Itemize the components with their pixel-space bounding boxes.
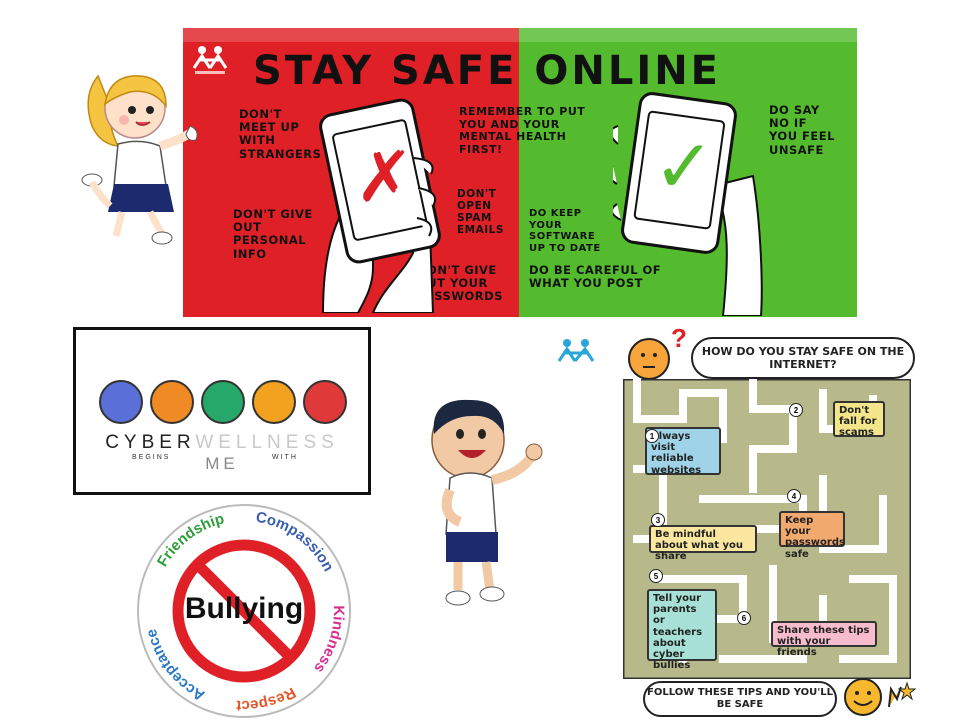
no-bullying-badge: Friendship Compassion Kindness Respect A…: [135, 502, 353, 720]
school-logo-icon: [557, 339, 595, 362]
maze-tip-2-number: 2: [789, 403, 803, 417]
cyber-wellness-title: CYBERWELLNESS: [105, 432, 339, 453]
maze-tip-6-number: 6: [737, 611, 751, 625]
girl-cartoon-illustration: [81, 74, 198, 245]
stay-safe-online-poster: STAY SAFE ONLINE DON'T MEET UP WITH STRA…: [183, 28, 857, 317]
maze-tip-5-number: 5: [649, 569, 663, 583]
maze-tip-4-number: 4: [787, 489, 801, 503]
maze-question-bubble: HOW DO YOU STAY SAFE ON THE INTERNET?: [691, 337, 915, 379]
maze-tip-6: Share these tips with your friends: [771, 621, 877, 658]
cw-me: ME: [205, 454, 239, 473]
maze-tip-3-number: 3: [651, 513, 665, 527]
school-logo-icon: [192, 46, 228, 74]
cyber-wellness-banner: CYBERWELLNESS BEGINS ME WITH: [73, 327, 371, 495]
cw-with: WITH: [272, 454, 298, 461]
cw-circle-2: [150, 380, 194, 424]
phone-cross-illustration: [319, 98, 441, 313]
maze-tip-4: Keep your passwords safe: [779, 511, 845, 560]
tip-say-no-if-unsafe: DO SAY NO IF YOU FEEL UNSAFE: [769, 103, 835, 157]
cw-circle-5: [303, 380, 347, 424]
bullying-word: Bullying: [184, 592, 304, 625]
tip-dont-meet-strangers: DON'T MEET UP WITH STRANGERS: [239, 107, 322, 161]
smiley-face-icon: [844, 678, 917, 716]
maze-tip-1-number: 1: [645, 429, 659, 443]
boy-cartoon-illustration: [431, 399, 543, 606]
maze-tip-2: Don't fall for scams: [833, 401, 885, 438]
maze-footer-bubble: FOLLOW THESE TIPS AND YOU'LL BE SAFE: [643, 681, 837, 717]
cw-circle-4: [252, 380, 296, 424]
bullying-badge-graphic: Friendship Compassion Kindness Respect A…: [137, 504, 351, 718]
cw-circle-3: [201, 380, 245, 424]
check-mark-icon: ✓: [653, 124, 716, 210]
maze-tip-5: Tell your parents or teachers about cybe…: [647, 589, 717, 671]
tip-keep-software-updated: DO KEEP YOUR SOFTWARE UP TO DATE: [529, 208, 601, 254]
tip-dont-give-passwords: DON'T GIVE OUT YOUR PASSWORDS: [417, 263, 503, 304]
question-mark-icon: ?: [671, 323, 687, 353]
poster-title: STAY SAFE ONLINE: [253, 48, 721, 94]
tip-mental-health-first: REMEMBER TO PUT YOU AND YOUR MENTAL HEAL…: [459, 105, 586, 156]
cw-circle-1: [99, 380, 143, 424]
cross-mark-icon: ✗: [355, 136, 414, 218]
internet-safety-maze-poster: ? HOW DO YOU STAY SAFE ON THE INTERNET? …: [549, 323, 921, 720]
tip-dont-open-spam: DON'T OPEN SPAM EMAILS: [457, 188, 504, 237]
phone-check-illustration: [613, 92, 763, 316]
tip-careful-what-you-post: DO BE CAREFUL OF WHAT YOU POST: [529, 263, 662, 291]
tip-dont-give-personal-info: DON'T GIVE OUT PERSONAL INFO: [233, 207, 313, 261]
cw-begins: BEGINS: [132, 454, 171, 461]
maze-tip-3: Be mindful about what you share: [649, 525, 757, 562]
